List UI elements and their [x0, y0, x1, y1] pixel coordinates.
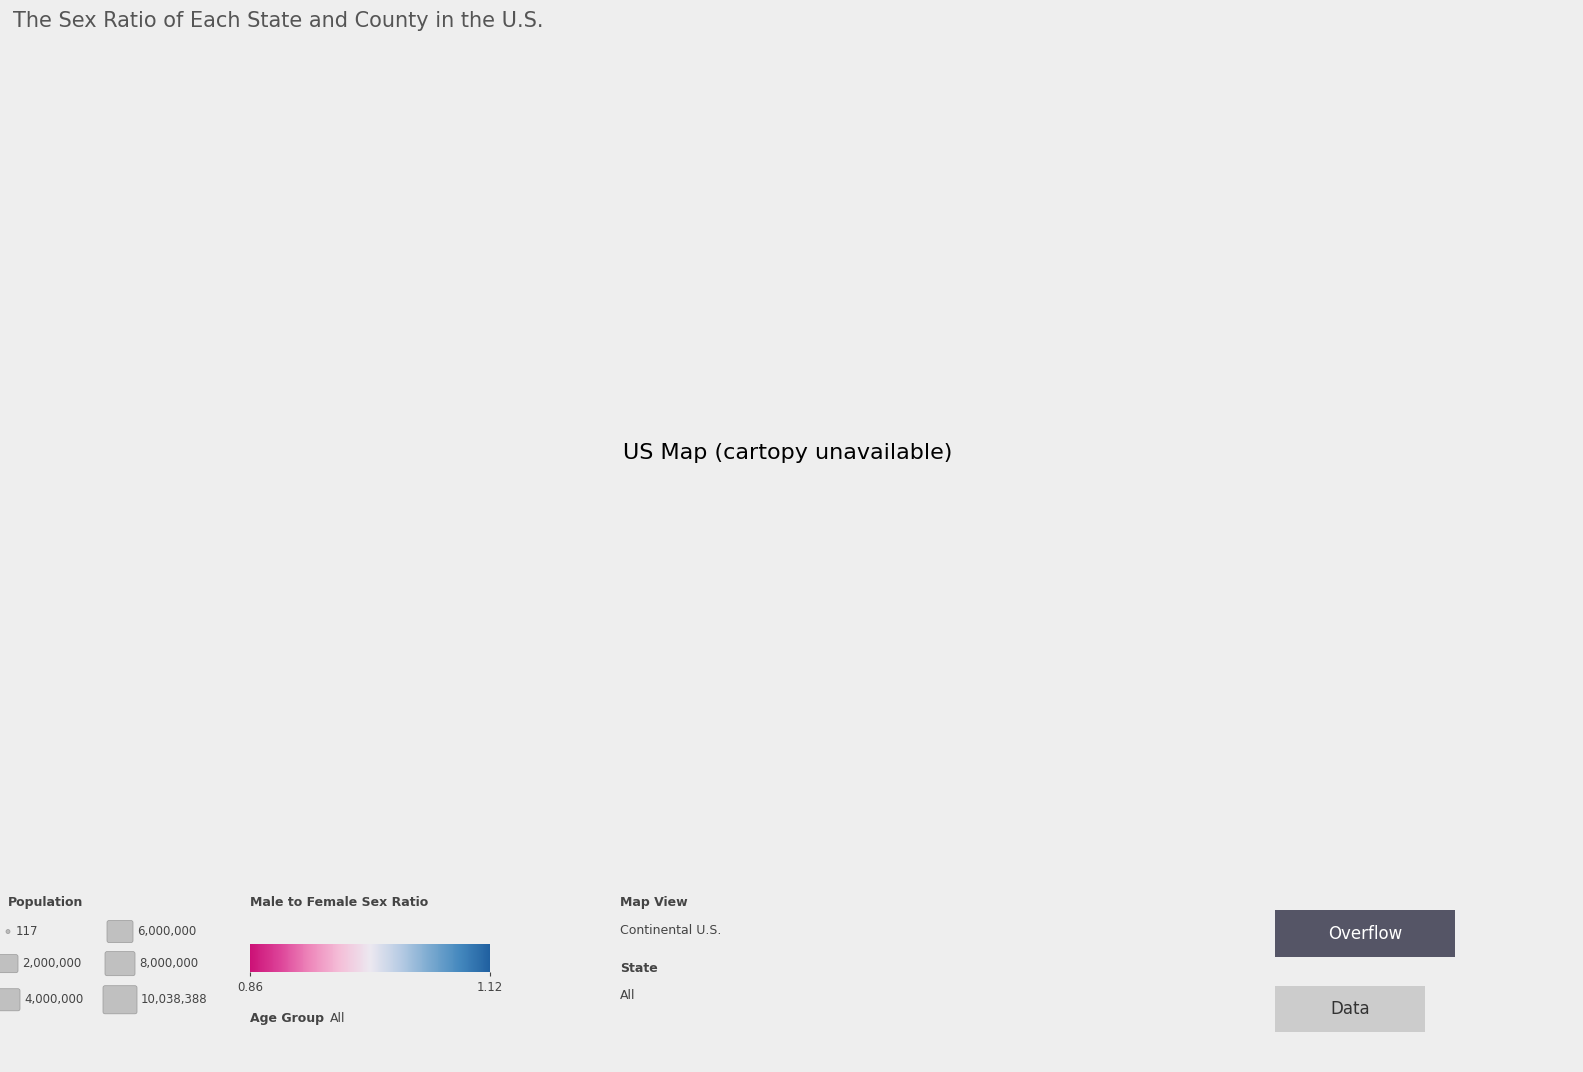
FancyBboxPatch shape — [103, 986, 138, 1014]
Text: Continental U.S.: Continental U.S. — [621, 923, 722, 937]
FancyBboxPatch shape — [1274, 986, 1425, 1032]
Text: US Map (cartopy unavailable): US Map (cartopy unavailable) — [622, 443, 953, 463]
FancyBboxPatch shape — [0, 988, 21, 1011]
Text: All: All — [329, 1012, 345, 1025]
Text: Male to Female Sex Ratio: Male to Female Sex Ratio — [250, 896, 429, 909]
FancyBboxPatch shape — [0, 955, 17, 972]
Text: All: All — [621, 988, 635, 1001]
Text: 10,038,388: 10,038,388 — [141, 994, 207, 1007]
Text: Age Group: Age Group — [250, 1012, 325, 1025]
Text: Data: Data — [1330, 1000, 1369, 1017]
Text: Overflow: Overflow — [1328, 924, 1403, 942]
Circle shape — [6, 929, 9, 934]
FancyBboxPatch shape — [108, 921, 133, 942]
Text: Map View: Map View — [621, 896, 687, 909]
FancyBboxPatch shape — [1274, 910, 1455, 956]
Text: 2,000,000: 2,000,000 — [22, 957, 81, 970]
Text: State: State — [621, 962, 659, 974]
Text: 6,000,000: 6,000,000 — [138, 925, 196, 938]
FancyBboxPatch shape — [104, 952, 135, 976]
Text: Population: Population — [8, 896, 84, 909]
Text: The Sex Ratio of Each State and County in the U.S.: The Sex Ratio of Each State and County i… — [13, 11, 543, 31]
Text: 4,000,000: 4,000,000 — [24, 994, 84, 1007]
Text: 8,000,000: 8,000,000 — [139, 957, 198, 970]
Text: 117: 117 — [16, 925, 38, 938]
